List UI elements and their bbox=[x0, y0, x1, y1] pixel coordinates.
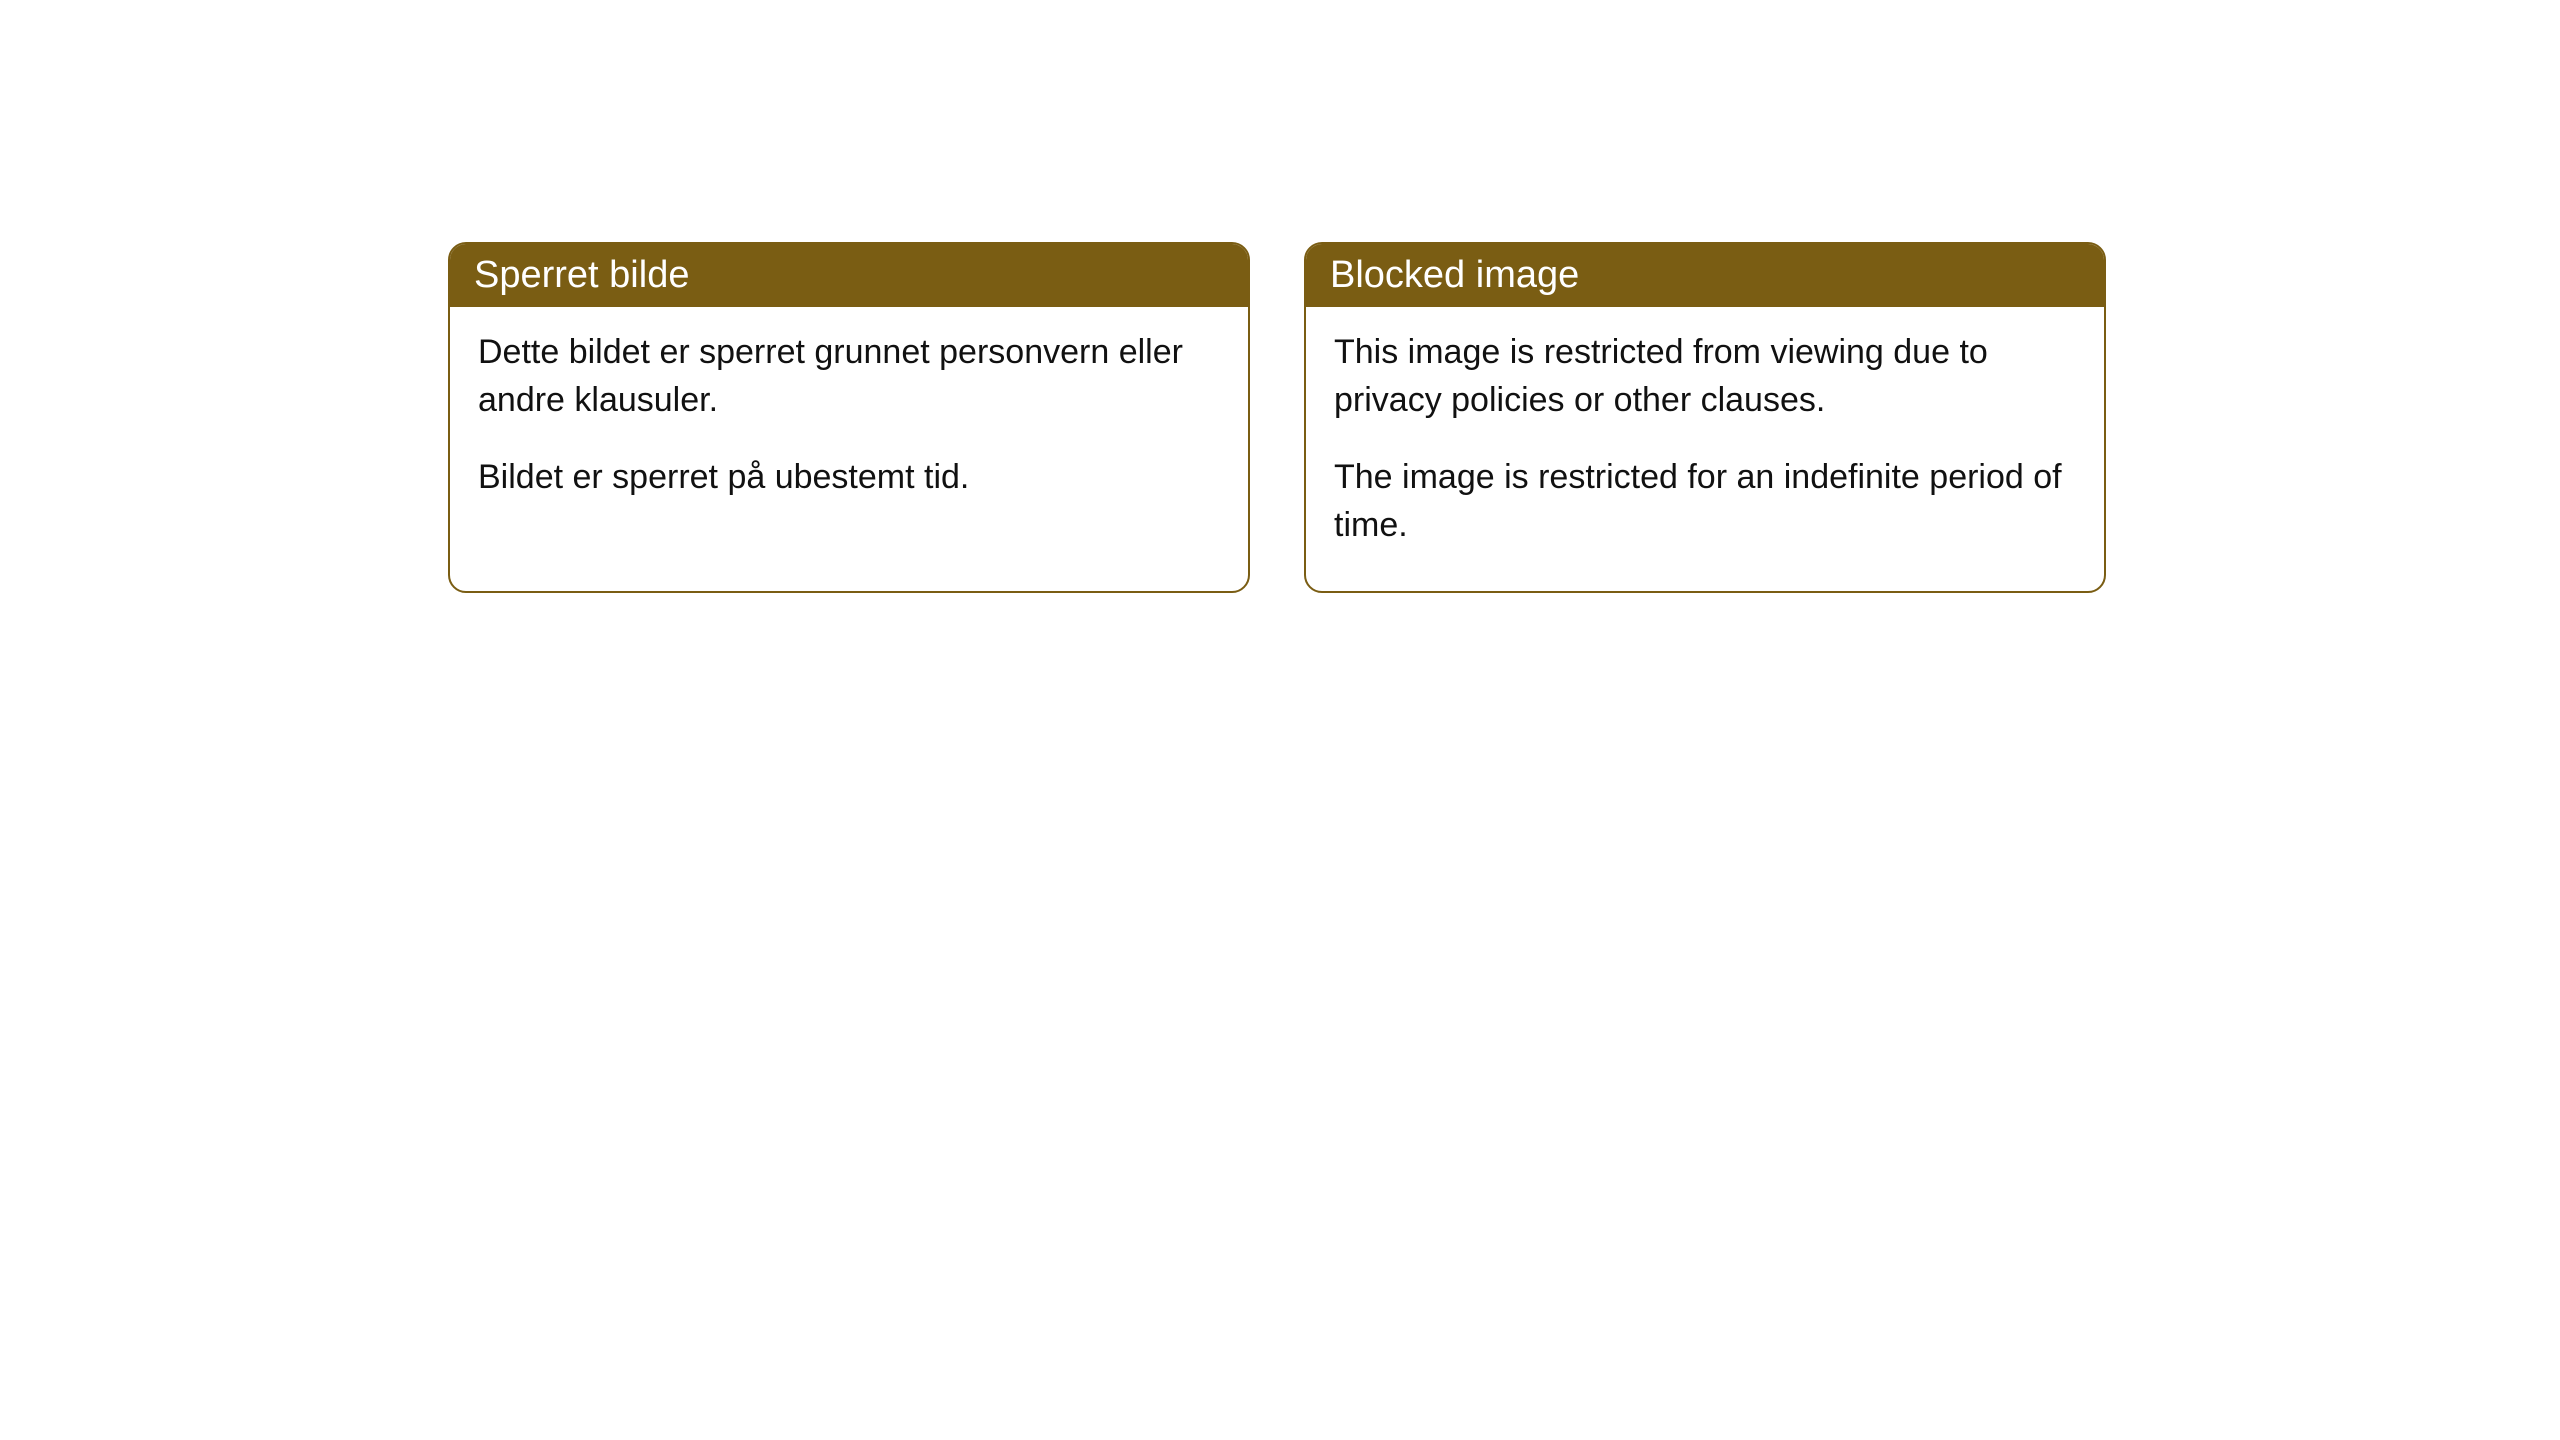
card-paragraph: Dette bildet er sperret grunnet personve… bbox=[478, 329, 1220, 424]
card-header: Blocked image bbox=[1306, 244, 2104, 307]
card-paragraph: This image is restricted from viewing du… bbox=[1334, 329, 2076, 424]
card-title: Sperret bilde bbox=[474, 254, 689, 296]
card-header: Sperret bilde bbox=[450, 244, 1248, 307]
card-body: This image is restricted from viewing du… bbox=[1306, 307, 2104, 591]
notice-card-english: Blocked image This image is restricted f… bbox=[1304, 242, 2106, 593]
card-paragraph: The image is restricted for an indefinit… bbox=[1334, 454, 2076, 549]
notice-cards-container: Sperret bilde Dette bildet er sperret gr… bbox=[448, 242, 2106, 593]
notice-card-norwegian: Sperret bilde Dette bildet er sperret gr… bbox=[448, 242, 1250, 593]
card-paragraph: Bildet er sperret på ubestemt tid. bbox=[478, 454, 1220, 502]
card-body: Dette bildet er sperret grunnet personve… bbox=[450, 307, 1248, 544]
card-title: Blocked image bbox=[1330, 254, 1579, 296]
